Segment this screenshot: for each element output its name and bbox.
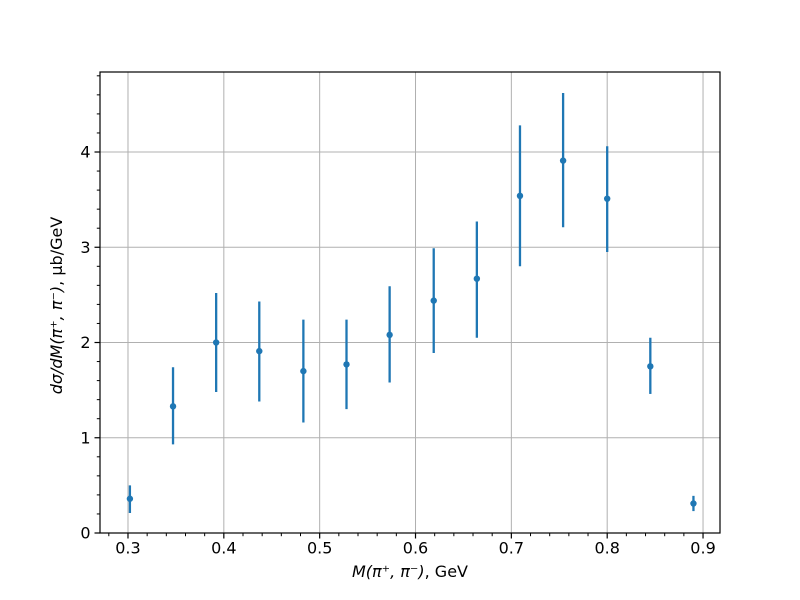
x-tick-label: 0.9 <box>690 539 715 558</box>
data-point-marker <box>559 157 567 164</box>
y-axis-label-math: dσ/dM(π⁺, π⁻) <box>47 286 66 394</box>
data-point-marker <box>169 403 177 410</box>
data-point-marker <box>126 495 134 502</box>
x-tick-label: 0.6 <box>403 539 428 558</box>
y-tick-label: 1 <box>80 428 90 447</box>
data-point-marker <box>343 361 350 368</box>
plot-area <box>100 72 720 533</box>
data-point-marker <box>212 339 220 346</box>
data-point-marker <box>690 500 697 507</box>
data-point-marker <box>256 347 263 355</box>
axes-spines <box>99 71 721 534</box>
x-tick-label: 0.5 <box>307 539 332 558</box>
x-tick-label: 0.8 <box>594 539 619 558</box>
data-point-marker <box>430 297 437 304</box>
y-tick-label: 2 <box>80 333 90 352</box>
y-axis-label: dσ/dM(π⁺, π⁻), μb/GeV <box>47 217 66 395</box>
data-point-marker <box>300 367 307 375</box>
x-tick-label: 0.4 <box>211 539 236 558</box>
x-axis-label-math: M(π⁺, π⁻) <box>352 562 425 581</box>
data-point-marker <box>647 363 654 370</box>
data-point-marker <box>603 195 611 202</box>
x-axis-label-unit: , GeV <box>425 562 468 581</box>
data-point-marker <box>473 275 481 282</box>
x-tick-label: 0.3 <box>115 539 140 558</box>
x-tick-label: 0.7 <box>499 539 524 558</box>
y-tick-label: 4 <box>80 143 90 162</box>
data-point-marker <box>386 331 393 339</box>
x-axis-label: M(π⁺, π⁻), GeV <box>352 562 468 581</box>
y-tick-label: 3 <box>80 238 90 257</box>
y-axis-label-unit: , μb/GeV <box>47 217 66 286</box>
y-tick-label: 0 <box>80 524 90 543</box>
data-point-marker <box>516 192 524 200</box>
